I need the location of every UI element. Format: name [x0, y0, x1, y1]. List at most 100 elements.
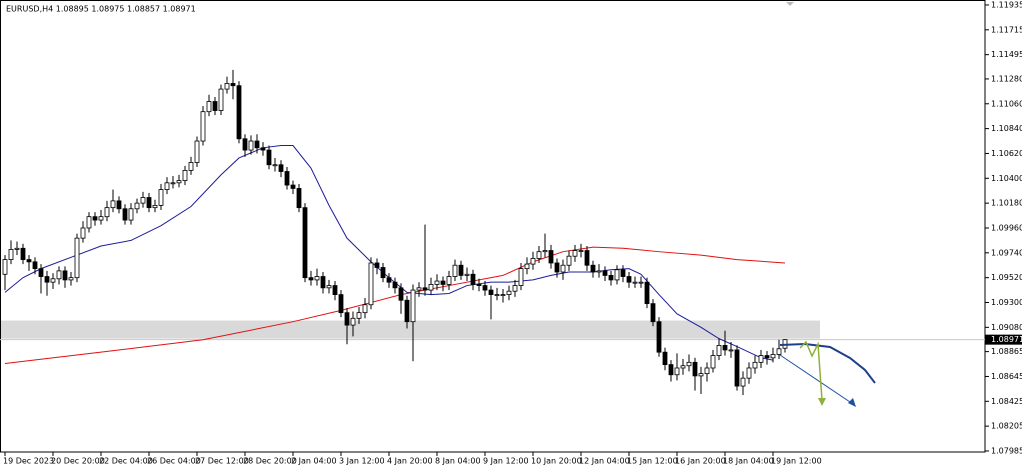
plot-frame [0, 0, 986, 453]
candle-body [350, 317, 356, 326]
forecast-curve [779, 342, 876, 384]
candle-body [500, 294, 506, 296]
candle-body [572, 250, 578, 257]
y-tick-label: 1.11495 [991, 50, 1022, 59]
candle-body [680, 365, 686, 369]
candle-body [332, 285, 338, 295]
candle-body [476, 284, 482, 286]
candle-body [608, 275, 614, 281]
candle-body [746, 367, 752, 379]
candle-body [62, 270, 68, 281]
candle-body [518, 268, 524, 286]
candle-body [728, 349, 734, 352]
candle-body [230, 83, 236, 87]
candle-body [710, 355, 716, 369]
candle-body [26, 259, 32, 263]
candle-body [56, 270, 62, 280]
candle-body [266, 149, 272, 166]
candle-body [38, 268, 44, 277]
y-tick-label: 1.09960 [991, 223, 1022, 232]
candle-body [674, 367, 680, 376]
y-tick-label: 1.10620 [991, 149, 1022, 158]
candle-body [338, 294, 344, 314]
candle-body [602, 270, 608, 276]
candle-body [20, 247, 26, 260]
candle-body [704, 367, 710, 375]
candle-body [32, 261, 38, 270]
candle-body [110, 200, 116, 209]
candle-body [122, 208, 128, 221]
candle-body [248, 140, 254, 151]
candle-body [356, 312, 362, 319]
candle-body [170, 182, 176, 185]
y-tick-label: 1.10180 [991, 199, 1022, 208]
candle-body [284, 171, 290, 186]
candle-body [530, 258, 536, 265]
candle-body [578, 250, 584, 252]
candle-body [716, 345, 722, 356]
candle-body [398, 287, 404, 301]
candle-body [512, 285, 518, 292]
candle-body [152, 204, 158, 209]
x-tick-label: 20 Dec 20:00 [51, 457, 105, 466]
candle-body [464, 273, 470, 276]
candle-body [380, 267, 386, 279]
candle-body [158, 189, 164, 206]
candle-body [344, 312, 350, 326]
candle-body [386, 277, 392, 283]
candle-body [368, 262, 374, 306]
candle-body [182, 169, 188, 181]
candle-body [638, 281, 644, 284]
candle-body [446, 276, 452, 285]
candle-body [50, 278, 56, 283]
candle-body [260, 147, 266, 151]
candle-body [200, 111, 206, 142]
candle-body [8, 249, 14, 260]
candle-body [560, 264, 566, 273]
y-tick-label: 1.09740 [991, 248, 1022, 257]
x-tick-label: 10 Jan 20:00 [531, 457, 582, 466]
candle-body [494, 294, 500, 296]
candle-body [758, 355, 764, 363]
candle-body [554, 262, 560, 273]
candle-body [44, 276, 50, 283]
candle-body [614, 269, 620, 281]
candle-body [290, 184, 296, 189]
candle-body [254, 140, 260, 149]
y-tick-label: 1.10840 [991, 124, 1022, 133]
candle-body [188, 162, 194, 171]
x-tick-label: 4 Jan 20:00 [387, 457, 433, 466]
moving-average [4, 246, 786, 364]
y-tick-label: 1.09080 [991, 323, 1022, 332]
x-tick-label: 12 Jan 04:00 [579, 457, 630, 466]
candle-body [740, 377, 746, 387]
y-tick-label: 1.10400 [991, 174, 1022, 183]
candle-body [434, 280, 440, 285]
x-tick-label: 19 Dec 2023 [3, 457, 54, 466]
candle-body [692, 361, 698, 377]
x-tick-label: 8 Jan 04:00 [435, 457, 481, 466]
candle-body [374, 262, 380, 268]
price-zone [1, 320, 821, 339]
candle-body [194, 140, 200, 163]
candle-body [752, 361, 758, 369]
x-tick-label: 2 Jan 04:00 [291, 457, 337, 466]
last-price-label: 1.08971 [991, 335, 1022, 344]
candle-body [596, 270, 602, 273]
candle-body [296, 188, 302, 209]
forecast-arrow-head [848, 398, 856, 407]
candle-body [734, 349, 740, 387]
x-tick-label: 19 Jan 12:00 [771, 457, 822, 466]
x-tick-label: 3 Jan 12:00 [339, 457, 385, 466]
candle-body [584, 250, 590, 266]
candle-body [146, 197, 152, 209]
candle-body [206, 101, 212, 113]
last-price-tag [985, 334, 1022, 345]
candle-body [314, 276, 320, 281]
candle-body [548, 250, 554, 264]
candle-body [566, 255, 572, 266]
candle-body [236, 85, 242, 140]
x-tick-label: 28 Dec 20:00 [243, 457, 297, 466]
candle-body [308, 277, 314, 281]
candle-body [278, 164, 284, 172]
